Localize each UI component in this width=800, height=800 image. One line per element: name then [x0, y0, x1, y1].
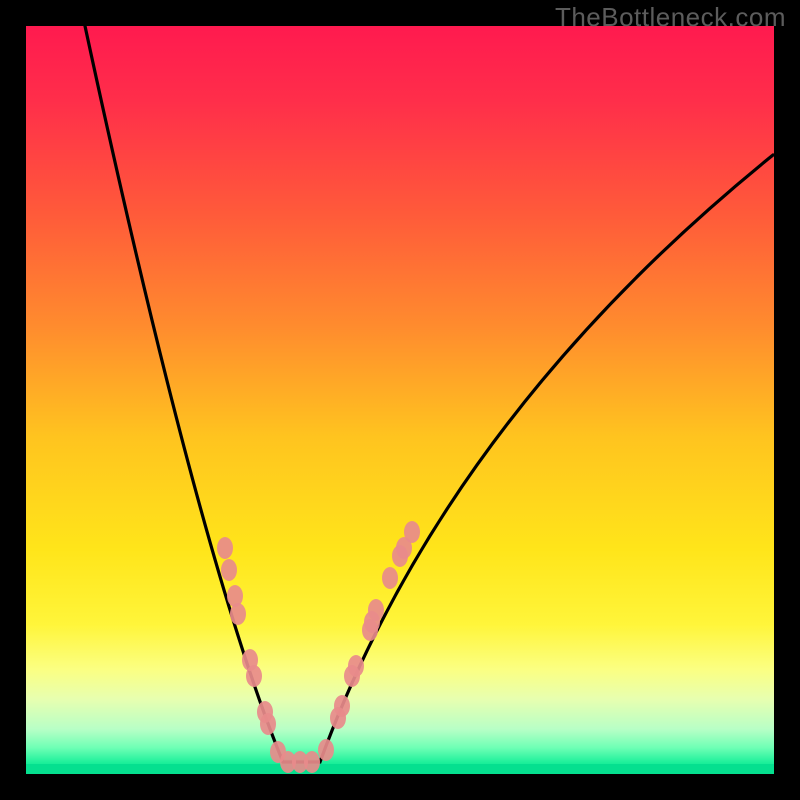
gradient-background — [26, 26, 774, 774]
bottom-band — [26, 764, 774, 774]
marker-right — [348, 655, 364, 677]
marker-right — [404, 521, 420, 543]
marker-left — [221, 559, 237, 581]
watermark-text: TheBottleneck.com — [555, 2, 786, 33]
marker-left — [230, 603, 246, 625]
marker-right — [334, 695, 350, 717]
marker-left — [260, 713, 276, 735]
marker-right — [318, 739, 334, 761]
marker-right — [368, 599, 384, 621]
marker-left — [217, 537, 233, 559]
marker-bottom — [304, 751, 320, 773]
marker-right — [382, 567, 398, 589]
marker-left — [246, 665, 262, 687]
chart-stage: TheBottleneck.com — [0, 0, 800, 800]
bottleneck-chart — [0, 0, 800, 800]
